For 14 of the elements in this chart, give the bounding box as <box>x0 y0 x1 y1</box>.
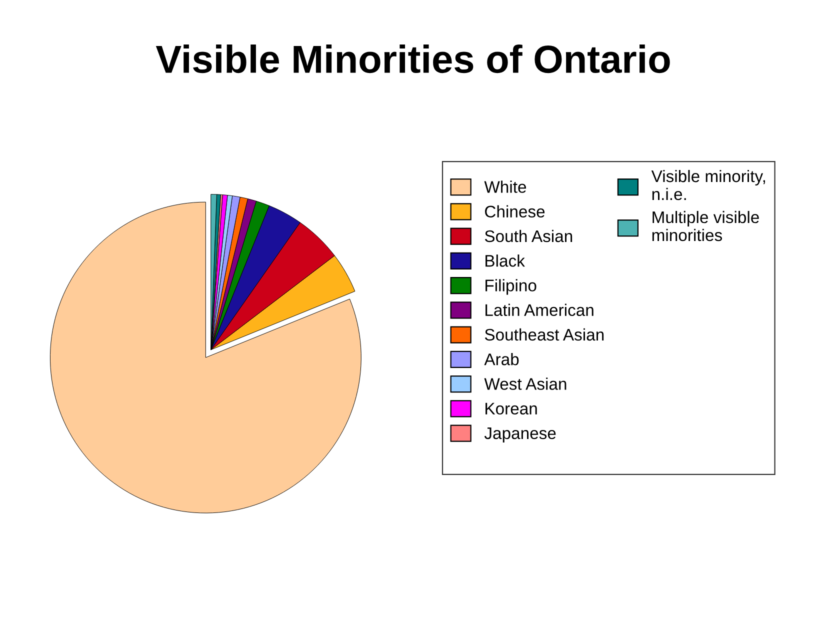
legend-label: Japanese <box>484 428 556 442</box>
legend-label: Arab <box>484 353 519 366</box>
legend-label: Black <box>486 254 525 267</box>
legend-label: Filipino <box>486 279 536 295</box>
legend-label: Multiple visible minorities <box>652 210 759 242</box>
legend-label: White <box>484 180 526 193</box>
chart-title: Visible Minorities of Ontario <box>156 44 670 74</box>
legend-label: Visible minority, n.i.e. <box>651 170 765 200</box>
legend-label: Latin American <box>486 304 594 316</box>
legend-label: South Asian <box>484 230 572 242</box>
legend-label: Chinese <box>485 205 545 218</box>
legend-label: Southeast Asian <box>484 328 604 341</box>
legend-label: Korean <box>486 402 537 415</box>
legend-label: West Asian <box>484 378 566 390</box>
